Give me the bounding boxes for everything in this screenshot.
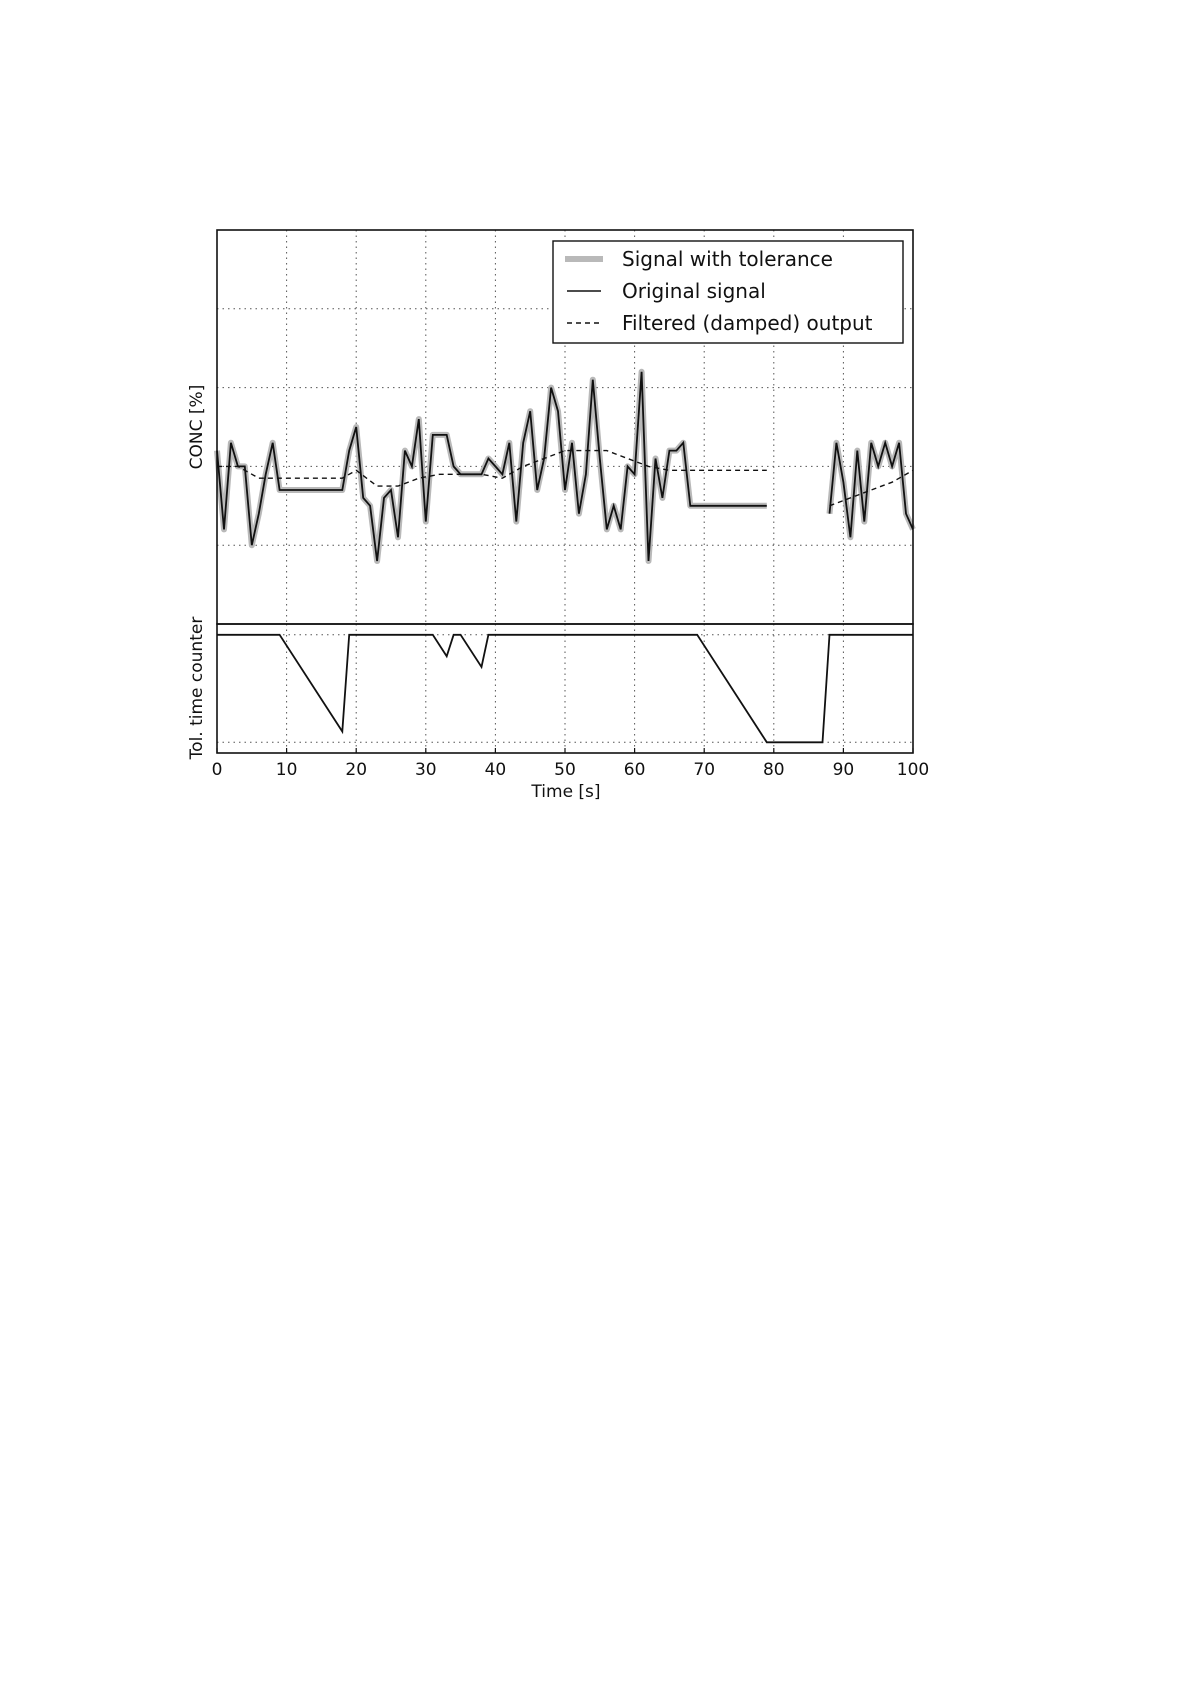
legend-label-signal-with-tolerance: Signal with tolerance [622, 247, 833, 271]
top-y-axis-label: CONC [%] [187, 385, 207, 470]
x-tick-label: 0 [212, 760, 223, 780]
x-axis-ticks: 0 10 20 30 40 50 60 70 80 90 100 [212, 748, 929, 780]
x-tick-label: 100 [897, 760, 929, 780]
bottom-plot-series [217, 633, 913, 744]
bottom-y-axis-label: Tol. time counter [187, 617, 207, 761]
legend: Signal with tolerance Original signal Fi… [552, 240, 904, 344]
legend-label-original-signal: Original signal [622, 279, 766, 303]
x-tick-label: 30 [415, 760, 437, 780]
top-plot-series [214, 368, 916, 564]
series-line-original-signal [828, 439, 914, 538]
series-line-original-signal [216, 371, 767, 562]
legend-box [552, 240, 904, 344]
x-tick-label: 80 [763, 760, 785, 780]
series-line-tolerance-counter [217, 633, 913, 744]
bottom-plot-grid [217, 624, 913, 753]
x-tick-label: 70 [693, 760, 715, 780]
legend-label-filtered-output: Filtered (damped) output [622, 311, 873, 335]
series-line-signal-with-tolerance [214, 368, 767, 564]
x-tick-label: 60 [624, 760, 646, 780]
series-line-filtered-damped-output [829, 469, 914, 507]
x-tick-label: 90 [833, 760, 855, 780]
x-tick-label: 50 [554, 760, 576, 780]
x-tick-label: 40 [485, 760, 507, 780]
bottom-plot-frame [216, 623, 914, 754]
x-tick-label: 20 [345, 760, 367, 780]
x-axis-label: Time [s] [530, 782, 600, 802]
x-tick-label: 10 [276, 760, 298, 780]
